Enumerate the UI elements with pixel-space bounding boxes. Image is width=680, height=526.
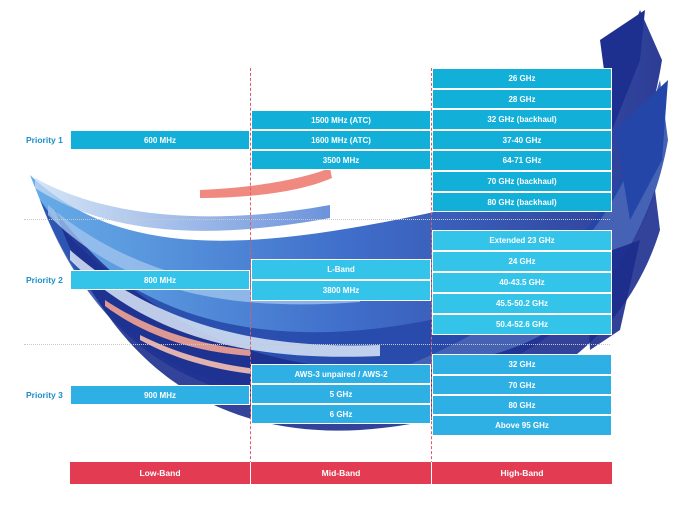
high-band-p1-cell: 80 GHz (backhaul) [432,192,612,212]
high-band-p2-cell: Extended 23 GHz [432,230,612,251]
high-band-p2-cell: 24 GHz [432,251,612,272]
high-band-p1-cell: 28 GHz [432,89,612,109]
mid-band-p3-cell: 5 GHz [251,384,431,404]
high-band-p1-cell: 37-40 GHz [432,130,612,150]
mid-band-p3-cell: 6 GHz [251,404,431,424]
high-band-p2-cell: 40-43.5 GHz [432,272,612,293]
band-label-mid: Mid-Band [251,462,432,484]
mid-band-p1-cell: 1600 MHz (ATC) [251,130,431,150]
high-band-p3-cell: 70 GHz [432,375,612,395]
mid-band-p1-cell: 3500 MHz [251,150,431,170]
row-separator-2 [24,344,610,345]
mid-band-p2-cell: L-Band [251,259,431,280]
mid-band-p2-cell: 3800 MHz [251,280,431,301]
high-band-p3-cell: 32 GHz [432,354,612,375]
band-label-high: High-Band [432,462,612,484]
low-band-p2-cell: 800 MHz [70,270,250,290]
low-band-p1-cell: 600 MHz [70,130,250,150]
priority-2-label: Priority 2 [26,275,63,285]
divider-mid-high [431,68,432,484]
high-band-p1-cell: 32 GHz (backhaul) [432,109,612,130]
low-band-p3-cell: 900 MHz [70,385,250,405]
priority-3-label: Priority 3 [26,390,63,400]
high-band-p1-cell: 64-71 GHz [432,150,612,171]
mid-band-p1-cell: 1500 MHz (ATC) [251,110,431,130]
mid-band-p3-cell: AWS-3 unpaired / AWS-2 [251,364,431,384]
high-band-p2-cell: 45.5-50.2 GHz [432,293,612,314]
priority-1-label: Priority 1 [26,135,63,145]
divider-low-mid [250,68,251,484]
high-band-p3-cell: Above 95 GHz [432,415,612,436]
high-band-p1-cell: 70 GHz (backhaul) [432,171,612,192]
band-label-low: Low-Band [70,462,251,484]
high-band-p2-cell: 50.4-52.6 GHz [432,314,612,335]
high-band-p1-cell: 26 GHz [432,68,612,89]
high-band-p3-cell: 80 GHz [432,395,612,415]
row-separator-1 [24,219,610,220]
